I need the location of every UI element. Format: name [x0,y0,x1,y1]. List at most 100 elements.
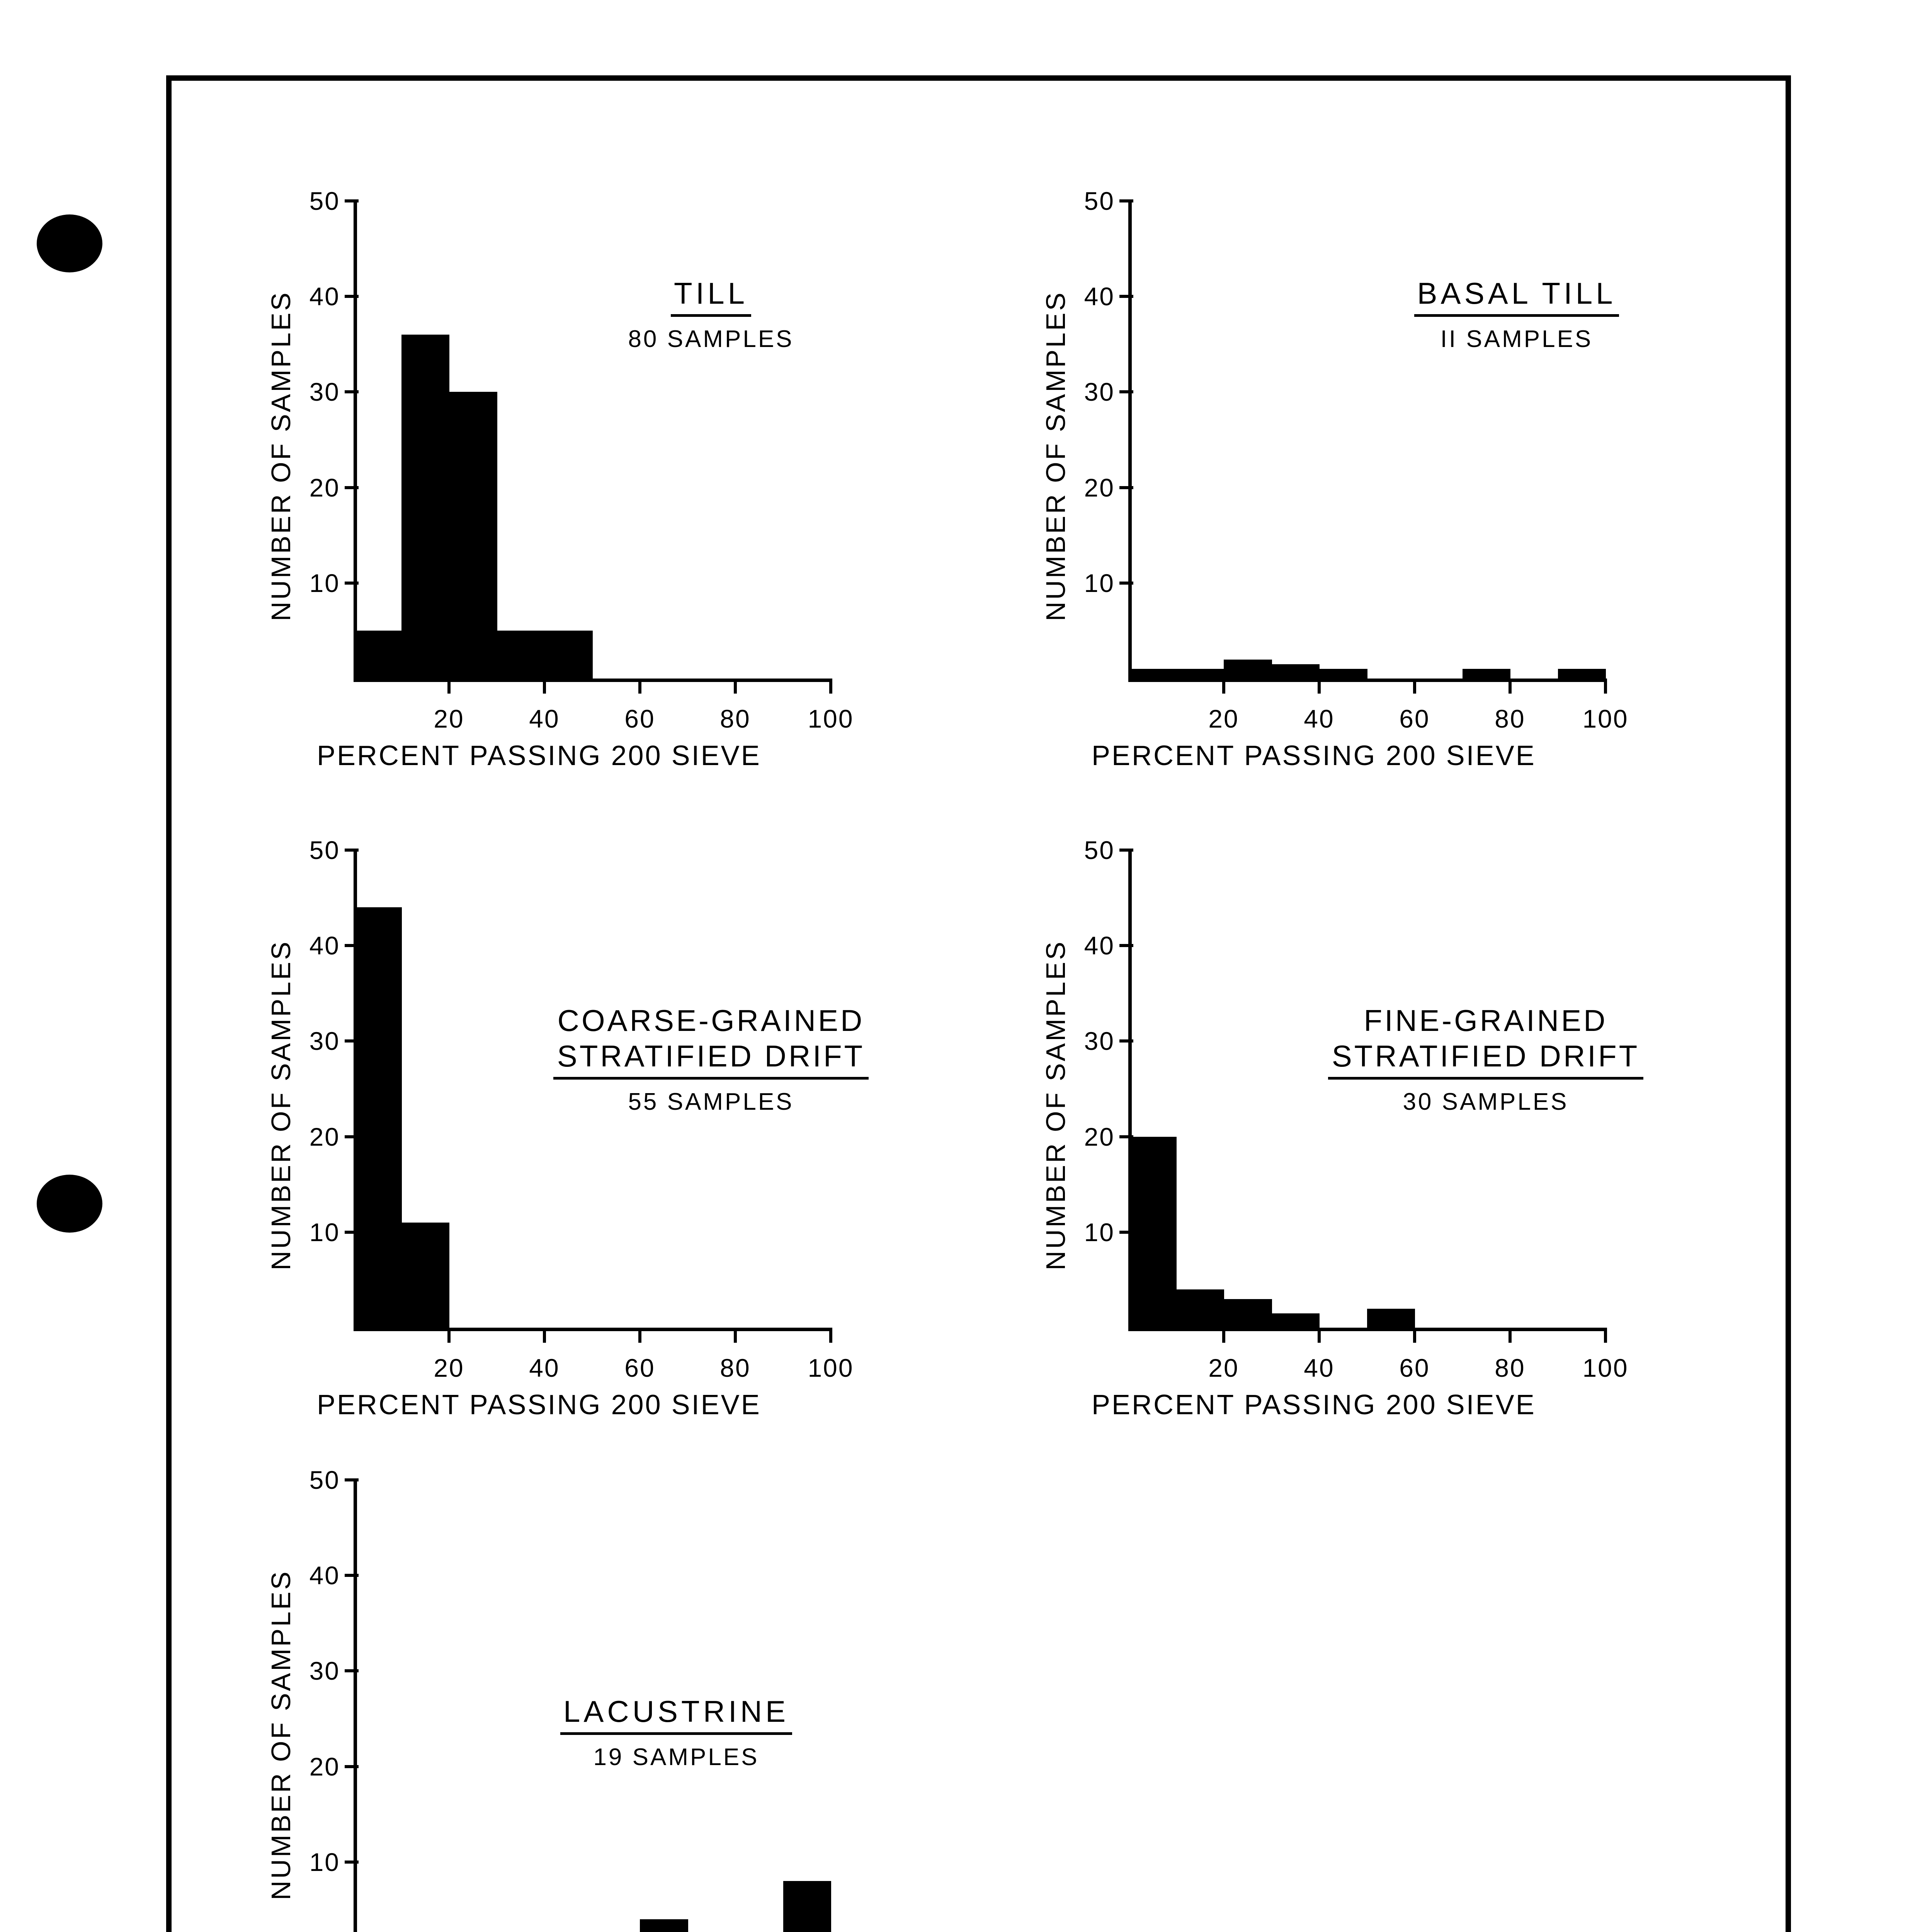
x-axis-tick [447,679,451,694]
x-axis-tick-label: 100 [1582,1354,1629,1382]
x-axis-tick-label: 20 [434,704,464,733]
y-axis-tick-label: 10 [309,1847,340,1876]
y-axis-tick [1119,199,1133,202]
x-axis-tick [543,1328,546,1343]
x-axis-tick [1318,1328,1321,1343]
y-axis-tick [1119,295,1133,298]
histogram-bar [401,335,449,679]
y-axis-tick-label: 20 [1084,473,1115,502]
histogram-bar [1271,1313,1320,1328]
x-axis-tick [543,679,546,694]
y-axis-tick-label: 50 [309,1466,340,1494]
chart-sample-count: 80 SAMPLES [628,326,794,352]
histogram-bar [1128,669,1177,679]
y-axis-tick-label: 10 [309,568,340,597]
chart-sample-count: II SAMPLES [1440,326,1593,352]
y-axis-tick-label: 30 [309,1656,340,1685]
y-axis-tick [345,1230,359,1234]
x-axis-tick [1318,679,1321,694]
chart-heading-fine-grained-stratified-drift: FINE-GRAINED STRATIFIED DRIFT 30 SAMPLES [1316,1003,1656,1116]
chart-title: BASAL TILL [1414,276,1619,317]
histogram-bars [354,1480,831,1932]
y-axis-tick [345,295,359,298]
y-axis-tick-label: 40 [309,1561,340,1590]
histogram-bar [497,631,545,679]
y-axis-tick [345,1669,359,1673]
punch-hole-top [37,214,102,272]
y-axis-line [1128,201,1132,682]
y-axis-tick-label: 10 [1084,568,1115,597]
x-axis-tick [1509,679,1512,694]
y-axis-tick [345,1039,359,1043]
y-axis-tick-label: 40 [1084,931,1115,960]
x-axis-tick [1509,1328,1512,1343]
histogram-bar [354,631,402,679]
x-axis-tick-label: 60 [1399,704,1430,733]
x-axis-tick [1604,1328,1607,1343]
y-axis-tick-label: 50 [309,187,340,215]
x-axis-tick-label: 60 [624,1354,655,1382]
y-axis-tick [1119,581,1133,585]
x-axis-tick-label: 40 [1304,1354,1335,1382]
y-axis-tick-label: 10 [1084,1218,1115,1247]
y-axis-tick [345,1135,359,1138]
x-axis-tick [734,679,737,694]
histogram-bar [1367,1308,1415,1328]
y-axis-tick-label: 50 [1084,187,1115,215]
y-axis-tick [1119,1039,1133,1043]
chart-title-box: COARSE-GRAINED STRATIFIED DRIFT [553,1003,869,1080]
x-axis-tick-label: 40 [529,1354,560,1382]
chart-title: TILL [670,276,752,317]
histogram-bars [354,850,831,1328]
y-axis-tick [345,1765,359,1768]
x-axis-line [354,1328,831,1331]
y-axis-tick [345,581,359,585]
chart-sample-count: 19 SAMPLES [593,1744,759,1770]
x-axis-tick [1604,679,1607,694]
histogram-bar [1224,1299,1272,1328]
x-axis-tick-label: 20 [1208,704,1239,733]
y-axis-tick-label: 40 [309,931,340,960]
y-axis-tick [345,944,359,947]
y-axis-line [354,201,357,682]
histogram-bar [783,1881,831,1932]
chart-heading-lacustrine: LACUSTRINE 19 SAMPLES [541,1694,811,1771]
y-axis-tick [345,849,359,852]
histogram-bars [354,201,831,679]
histogram-bar [1271,664,1320,679]
histogram-bar [1224,659,1272,679]
y-axis-tick-label: 30 [309,1027,340,1056]
chart-title-line-2: STRATIFIED DRIFT [557,1039,865,1073]
chart-heading-basal-till: BASAL TILL II SAMPLES [1381,276,1652,353]
y-axis-tick [345,486,359,489]
x-axis-tick [1222,1328,1225,1343]
y-axis-tick [1119,1135,1133,1138]
x-axis-tick-label: 40 [1304,704,1335,733]
y-axis-tick-label: 30 [309,378,340,406]
x-axis-tick [734,1328,737,1343]
y-axis-tick [1119,390,1133,394]
x-axis-tick-label: 80 [720,1354,751,1382]
y-axis-tick-label: 20 [309,1122,340,1151]
histogram-bar [1462,669,1510,679]
punch-hole-middle [37,1175,102,1233]
histogram-bar [401,1223,449,1328]
y-axis-tick-label: 40 [309,282,340,311]
y-axis-tick-label: 50 [309,836,340,864]
x-axis-tick [638,679,641,694]
x-axis-tick-label: 100 [808,704,854,733]
x-axis-tick-label: 20 [434,1354,464,1382]
y-axis-tick [345,390,359,394]
y-axis-tick-label: 50 [1084,836,1115,864]
y-axis-tick-label: 20 [1084,1122,1115,1151]
x-axis-line [1128,1328,1605,1331]
chart-title-line-1: FINE-GRAINED [1364,1003,1608,1037]
histogram-bar [1558,669,1606,679]
y-axis-tick [1119,486,1133,489]
x-axis-tick [447,1328,451,1343]
x-axis-tick-label: 60 [1399,1354,1430,1382]
y-axis-tick-label: 30 [1084,1027,1115,1056]
